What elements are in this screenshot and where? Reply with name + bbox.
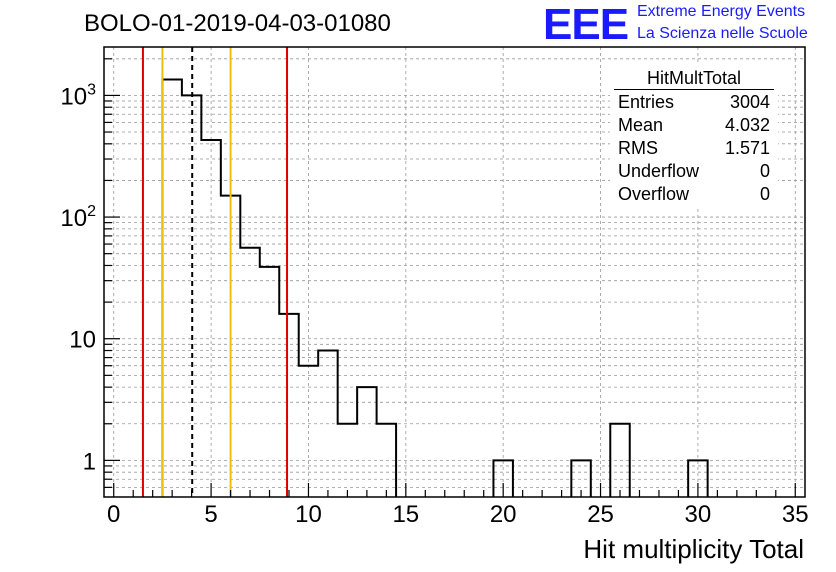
stats-divider <box>614 89 774 90</box>
y-tick-label-1: 10 <box>69 327 96 354</box>
x-tick-label-3: 15 <box>392 501 419 528</box>
eee-logo: EEE <box>543 0 629 49</box>
histogram-bin-7 <box>240 248 259 497</box>
y-tick-label-3: 103 <box>60 81 96 110</box>
x-tick-label-0: 0 <box>107 501 120 528</box>
chart-title: BOLO-01-2019-04-03-01080 <box>84 10 391 37</box>
x-tick-label-1: 5 <box>204 501 217 528</box>
x-tick-label-6: 30 <box>685 501 712 528</box>
y-tick-label-0: 1 <box>83 448 96 475</box>
x-tick-label-7: 35 <box>782 501 809 528</box>
logo-line-1: Extreme Energy Events <box>637 3 806 20</box>
plot-frame <box>103 46 806 498</box>
x-tick-label-2: 10 <box>295 501 322 528</box>
histogram-bin-9 <box>279 314 298 497</box>
logo-line-2: La Scienza nelle Scuole <box>637 25 808 42</box>
stats-box: HitMultTotal Entries 3004 Mean 4.032 RMS… <box>610 65 778 208</box>
x-axis-label: Hit multiplicity Total <box>583 534 804 564</box>
histogram-bin-3 <box>162 80 181 497</box>
histogram-outline <box>161 78 709 497</box>
x-tick-label-4: 20 <box>490 501 517 528</box>
histogram-bin-13 <box>357 387 376 497</box>
histogram-bin-8 <box>260 267 279 497</box>
x-tick-label-5: 25 <box>587 501 614 528</box>
stats-title: HitMultTotal <box>646 68 742 88</box>
y-tick-label-2: 102 <box>60 203 96 232</box>
